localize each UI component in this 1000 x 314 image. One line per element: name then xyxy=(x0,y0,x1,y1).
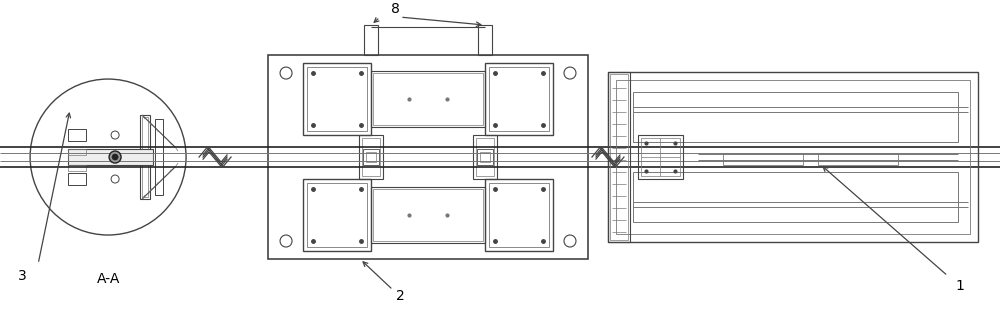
Bar xyxy=(478,25,492,55)
Bar xyxy=(363,149,379,165)
Bar xyxy=(155,119,163,195)
Bar xyxy=(362,138,380,176)
Bar xyxy=(142,117,148,197)
Bar xyxy=(359,135,383,179)
Bar xyxy=(371,71,485,127)
Bar xyxy=(480,152,490,162)
Bar xyxy=(303,179,371,251)
Bar xyxy=(473,135,497,179)
Text: A-A: A-A xyxy=(96,272,120,286)
Text: 1: 1 xyxy=(955,279,964,293)
Bar xyxy=(140,115,150,199)
Bar xyxy=(616,80,970,234)
Text: 2: 2 xyxy=(396,289,404,303)
Circle shape xyxy=(109,151,121,163)
Bar xyxy=(268,55,588,259)
Bar xyxy=(723,153,803,165)
Bar xyxy=(307,183,367,247)
Bar xyxy=(476,138,494,176)
Bar xyxy=(489,183,549,247)
Bar xyxy=(608,72,630,242)
Bar xyxy=(610,74,628,240)
Circle shape xyxy=(112,154,118,160)
Bar xyxy=(68,173,86,185)
Bar xyxy=(485,179,553,251)
Bar xyxy=(477,149,493,165)
Bar xyxy=(373,189,483,241)
Bar xyxy=(633,172,958,222)
Bar xyxy=(307,67,367,131)
Bar xyxy=(68,149,153,165)
Bar xyxy=(638,135,683,179)
Bar xyxy=(68,149,86,155)
Bar xyxy=(366,152,376,162)
Bar xyxy=(489,67,549,131)
Bar xyxy=(68,165,86,171)
Bar xyxy=(364,25,378,55)
Bar xyxy=(485,63,553,135)
Bar xyxy=(608,72,978,242)
Bar xyxy=(371,187,485,243)
Bar xyxy=(68,153,153,161)
Bar xyxy=(818,153,898,165)
Text: 3: 3 xyxy=(18,269,26,283)
Bar xyxy=(303,63,371,135)
Text: 8: 8 xyxy=(391,2,399,16)
Bar xyxy=(68,129,86,141)
Bar xyxy=(633,92,958,142)
Bar xyxy=(641,138,680,176)
Bar xyxy=(373,73,483,125)
